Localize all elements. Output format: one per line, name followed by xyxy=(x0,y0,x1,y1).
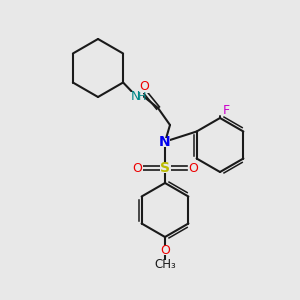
FancyBboxPatch shape xyxy=(129,92,143,100)
Text: O: O xyxy=(139,80,149,92)
Text: CH₃: CH₃ xyxy=(154,257,176,271)
Text: F: F xyxy=(222,103,230,116)
Text: S: S xyxy=(160,161,170,175)
FancyBboxPatch shape xyxy=(160,163,170,173)
FancyBboxPatch shape xyxy=(131,164,142,172)
FancyBboxPatch shape xyxy=(154,260,176,268)
Text: O: O xyxy=(160,244,170,256)
FancyBboxPatch shape xyxy=(220,106,232,115)
Text: O: O xyxy=(188,161,198,175)
FancyBboxPatch shape xyxy=(160,245,170,254)
FancyBboxPatch shape xyxy=(139,83,149,92)
Text: N: N xyxy=(159,135,171,149)
FancyBboxPatch shape xyxy=(188,164,199,172)
Text: O: O xyxy=(132,161,142,175)
FancyBboxPatch shape xyxy=(160,137,170,146)
Text: N: N xyxy=(130,89,140,103)
Text: H: H xyxy=(138,92,146,102)
